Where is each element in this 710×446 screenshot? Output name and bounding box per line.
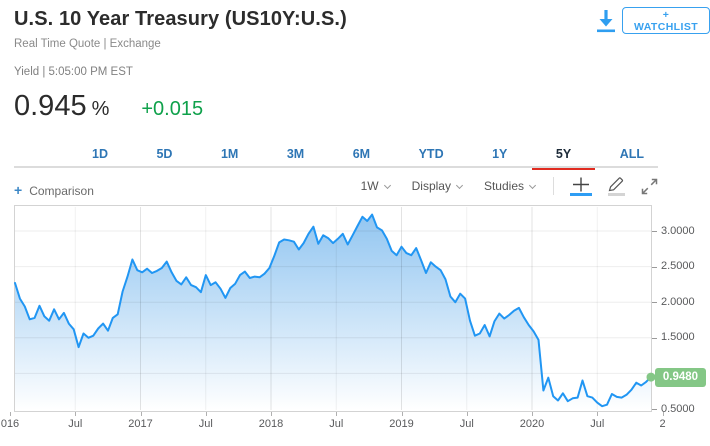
draw-underline [608, 193, 625, 196]
tab-6m[interactable]: 6M [352, 147, 371, 161]
interval-dropdown[interactable]: 1W [360, 179, 391, 194]
y-axis-tick [652, 409, 657, 410]
studies-label: Studies [483, 179, 524, 194]
x-axis-label: 016 [0, 418, 20, 430]
x-axis-tick [10, 412, 11, 416]
last-price-dot [646, 372, 656, 382]
y-axis-label: 2.5000 [661, 260, 695, 273]
y-axis-label: 3.0000 [661, 224, 695, 237]
active-tool-indicator [570, 193, 592, 196]
display-label: Display [411, 179, 451, 194]
x-axis-label: Jul [459, 418, 474, 430]
download-icon [597, 10, 615, 33]
tab-1y[interactable]: 1Y [492, 147, 508, 161]
x-axis-tick [532, 412, 533, 416]
series-line [14, 213, 652, 408]
tab-1m[interactable]: 1M [220, 147, 239, 161]
quote-meta: Yield | 5:05:00 PM EST [14, 66, 133, 78]
tab-3m[interactable]: 3M [286, 147, 305, 161]
x-axis-label: Jul [198, 418, 213, 430]
studies-dropdown[interactable]: Studies [483, 179, 537, 194]
crosshair-icon [573, 177, 589, 192]
last-price-badge: 0.9480 [655, 367, 706, 387]
tab-all[interactable]: ALL [619, 147, 644, 161]
x-axis-tick [597, 412, 599, 416]
x-axis-label: 2 [659, 418, 666, 430]
x-axis-label: 2018 [258, 418, 284, 430]
x-axis-tick [140, 412, 142, 416]
price-change: +0.015 [141, 98, 204, 120]
x-axis-label: 2019 [389, 418, 414, 430]
series-area-fill [15, 214, 651, 410]
draw-tool-button[interactable] [608, 177, 625, 196]
chart-toolbar: 1W Display Studies [339, 177, 658, 196]
x-axis-label: 2017 [128, 418, 153, 430]
crosshair-tool-button[interactable] [570, 177, 592, 196]
add-watchlist-button[interactable]: + WATCHLIST [622, 7, 710, 34]
x-axis-tick [75, 412, 77, 416]
x-axis-tick [401, 412, 403, 416]
tabs-divider [14, 166, 658, 168]
x-axis-tick [466, 412, 468, 416]
quote-price-row: 0.945 % +0.015 [14, 90, 203, 123]
y-axis-label: 1.5000 [661, 331, 695, 344]
chevron-down-icon [383, 182, 391, 190]
tab-1d[interactable]: 1D [92, 147, 108, 161]
active-tab-underline [531, 167, 596, 170]
interval-label: 1W [360, 179, 379, 194]
tab-5y[interactable]: 5Y [531, 147, 596, 170]
y-axis-label: 2.0000 [661, 295, 695, 308]
comparison-label: Comparison [29, 184, 94, 198]
chevron-down-icon [455, 182, 464, 190]
x-axis-tick [271, 412, 272, 416]
price-value: 0.945 [14, 90, 87, 122]
quote-subtitle: Real Time Quote | Exchange [14, 38, 161, 50]
pencil-icon [608, 177, 624, 192]
x-axis-tick [662, 412, 664, 416]
display-dropdown[interactable]: Display [411, 179, 464, 194]
plus-icon: + [14, 182, 23, 198]
y-axis-tick [652, 231, 657, 232]
tab-ytd[interactable]: YTD [418, 147, 444, 161]
range-tabs: 1D 5D 1M 3M 6M YTD 1Y 5Y ALL [92, 147, 644, 170]
comparison-button[interactable]: + Comparison [14, 182, 94, 198]
y-axis-tick [652, 337, 657, 339]
download-button[interactable] [594, 8, 618, 34]
x-axis-tick [336, 412, 338, 416]
y-axis-tick [652, 302, 657, 304]
toolbar-divider [553, 177, 554, 196]
y-axis-tick [652, 266, 657, 268]
x-axis-tick [205, 412, 207, 416]
chart-plot-area[interactable] [14, 205, 656, 412]
fullscreen-button[interactable] [641, 178, 658, 195]
x-axis-label: Jul [590, 418, 605, 430]
price-unit: % [91, 98, 110, 120]
y-axis-label: 0.5000 [661, 402, 695, 415]
x-axis-label: Jul [68, 418, 83, 430]
x-axis-label: Jul [329, 418, 344, 430]
expand-icon [641, 178, 658, 194]
chevron-down-icon [528, 182, 537, 190]
tab-5d[interactable]: 5D [156, 147, 173, 161]
x-axis-label: 2020 [519, 418, 545, 430]
page-title: U.S. 10 Year Treasury (US10Y:U.S.) [14, 8, 347, 30]
